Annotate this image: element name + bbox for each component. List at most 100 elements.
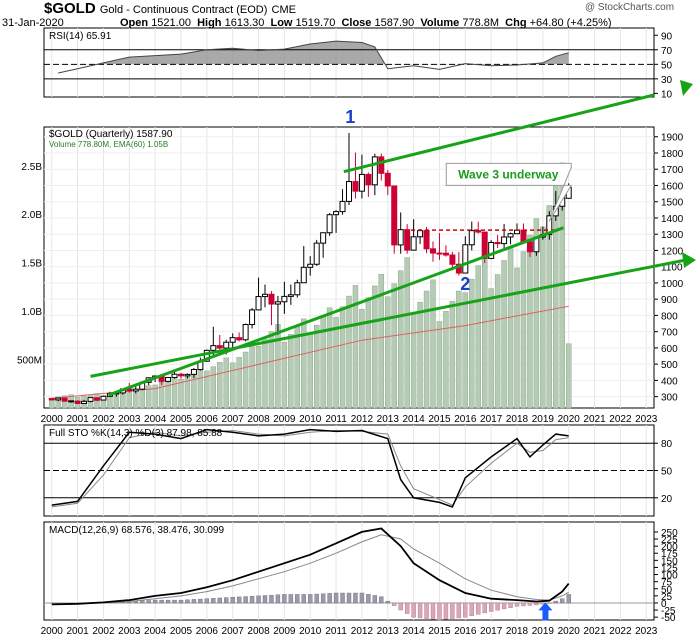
macd-x-axis-label: 2005 <box>170 626 193 637</box>
candle-body <box>423 230 430 250</box>
candle-body <box>475 230 482 233</box>
volume-bar <box>262 338 268 409</box>
sto-k-line <box>51 428 569 508</box>
symbol: $GOLD <box>44 0 96 17</box>
macd-hist-bar <box>185 599 190 604</box>
price-axis-tick-label: 1800 <box>661 149 684 160</box>
macd-axis-tick-label: -25 <box>661 606 676 617</box>
candle-body <box>391 185 398 246</box>
candle-body <box>358 173 365 192</box>
macd-x-axis-label: 2017 <box>480 626 503 637</box>
candle-body <box>449 254 456 265</box>
candle-body <box>352 181 359 192</box>
candle-body <box>430 248 437 254</box>
macd-hist-bar <box>282 594 287 604</box>
volume-bar <box>481 251 488 409</box>
candle-body <box>346 181 352 202</box>
macd-hist-bar <box>275 594 281 604</box>
macd-hist-bar <box>495 602 500 611</box>
volume-bar <box>139 387 145 409</box>
candle-body <box>74 400 81 404</box>
price-axis-tick-label: 300 <box>661 393 678 404</box>
volume-bar <box>423 290 430 409</box>
macd-hist-bar <box>450 602 455 619</box>
volume-bar <box>365 297 372 409</box>
price-axis-tick-label: 1700 <box>661 165 684 176</box>
quote-line: Open 1521.00 High 1613.30 Low 1519.70 Cl… <box>120 17 612 29</box>
macd-hist-bar <box>178 599 184 604</box>
macd-x-axis-label: 2013 <box>377 626 400 637</box>
macd-line <box>51 527 570 606</box>
macd-hist-bar <box>469 602 474 616</box>
macd-axis-tick-label: 200 <box>661 542 678 553</box>
macd-hist-bar <box>230 597 235 604</box>
macd-hist-bar <box>249 596 255 604</box>
candle-body <box>417 230 424 238</box>
macd-hist-bar <box>236 596 242 604</box>
price-x-axis-label: 2021 <box>583 414 606 425</box>
volume-bar <box>100 395 107 409</box>
candle-body <box>203 349 210 362</box>
lower-trendline-arrowhead <box>682 252 696 268</box>
candle-body <box>494 241 501 245</box>
volume-bar <box>165 379 171 409</box>
candle-body <box>339 200 346 213</box>
candle-body <box>61 397 68 402</box>
price-axis-tick-label: 1400 <box>661 214 684 225</box>
rsi-axis-tick-label: 30 <box>661 75 673 86</box>
volume-bar <box>249 346 255 409</box>
volume-bar <box>313 324 320 409</box>
candle-body <box>468 230 475 246</box>
candle-body <box>242 324 249 341</box>
high-value: 1613.30 <box>224 17 265 29</box>
macd-axis-tick-label: -50 <box>661 613 676 624</box>
candle-body <box>320 232 327 244</box>
candle-body <box>68 400 75 403</box>
volume-bar <box>494 274 501 409</box>
volume-bar <box>288 334 294 409</box>
symbol-title: $GOLD Gold - Continuous Contract (EOD) C… <box>44 0 296 17</box>
macd-hist-bar <box>340 592 345 604</box>
price-x-axis-label: 2006 <box>196 414 219 425</box>
candle-body <box>371 156 378 186</box>
candle-body <box>249 309 256 326</box>
price-x-axis-label: 2020 <box>558 414 581 425</box>
macd-hist-bar <box>211 598 216 604</box>
macd-x-axis-label: 2008 <box>247 626 270 637</box>
macd-signal-line <box>51 534 569 605</box>
chart-date: 31-Jan-2020 <box>2 17 64 29</box>
macd-hist-bar <box>463 602 468 618</box>
candle-body <box>87 397 94 402</box>
macd-hist-bar <box>417 602 423 619</box>
wave-2-label: 2 <box>460 274 470 294</box>
price-x-axis-label: 2003 <box>118 414 141 425</box>
low-value: 1519.70 <box>295 17 336 29</box>
candle-body <box>333 211 340 216</box>
open-value: 1521.00 <box>151 17 191 29</box>
volume-bar <box>359 308 365 409</box>
watermark: @ StockCharts.com <box>585 2 675 13</box>
low-label: Low <box>270 17 293 29</box>
candle-body <box>210 345 217 351</box>
rsi-axis-tick-label: 70 <box>661 46 673 57</box>
macd-axis-tick-label: 75 <box>661 578 673 589</box>
price-axis-tick-label: 400 <box>661 376 678 387</box>
volume-bar <box>462 292 469 409</box>
candle-body <box>397 229 404 246</box>
price-axis-tick-label: 1900 <box>661 133 684 144</box>
macd-hist-bar <box>527 602 533 606</box>
candle-body <box>501 236 508 245</box>
volume-bar <box>307 333 313 409</box>
volume-tick-label: 2.5B <box>21 162 42 173</box>
volume-bar <box>236 357 242 409</box>
wave-1-label: 1 <box>345 107 355 127</box>
volume-bar <box>178 378 184 409</box>
candle-body <box>300 266 307 284</box>
volume-bar <box>378 274 385 409</box>
price-title: $GOLD (Quarterly) 1587.90 <box>49 129 173 140</box>
volume-tick-label: 500M <box>17 356 42 367</box>
macd-axis-tick-label: 100 <box>661 571 678 582</box>
macd-hist-bar <box>560 598 565 604</box>
price-axis-tick-label: 1100 <box>661 263 683 274</box>
